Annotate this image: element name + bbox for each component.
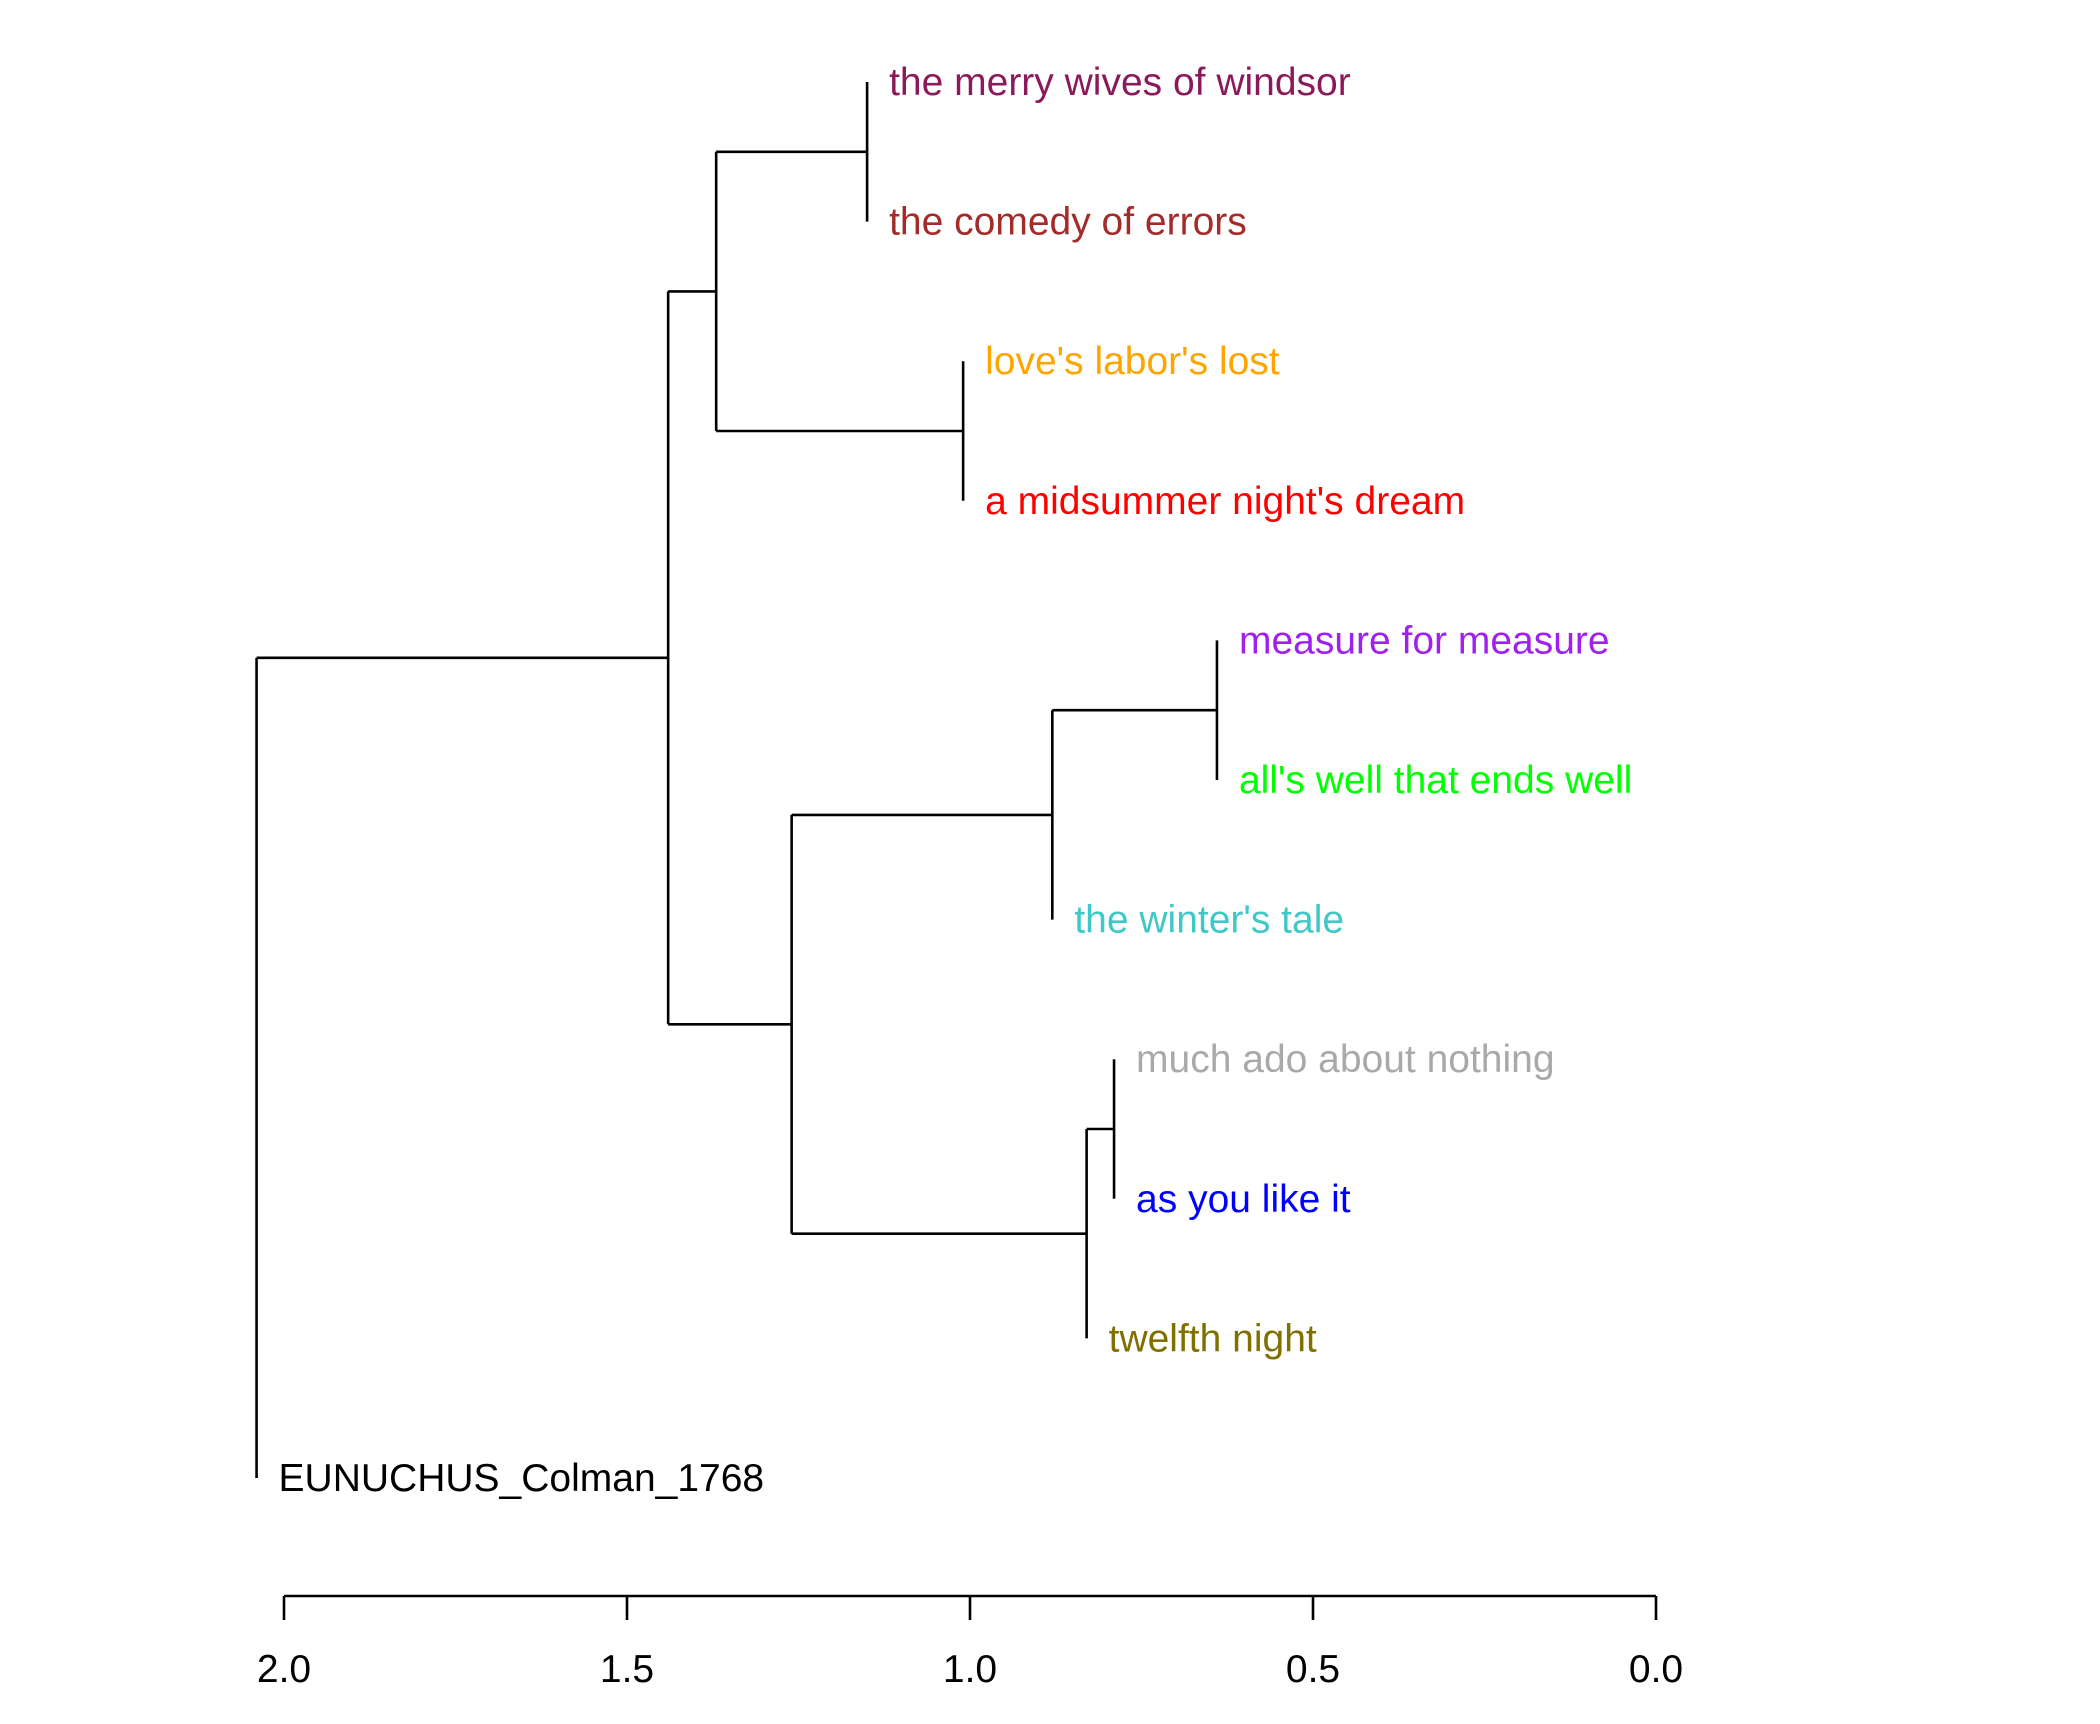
leaf-label-1: the comedy of errors: [889, 201, 1247, 244]
leaf-label-10: EUNUCHUS_Colman_1768: [279, 1457, 765, 1500]
dendrogram-branches: [255, 82, 1219, 1478]
distance-axis: 2.0 1.5 1.0 0.5 0.0: [257, 1594, 1683, 1691]
axis-tick-label-3: 0.5: [1286, 1648, 1340, 1691]
leaf-label-6: the winter's tale: [1074, 899, 1344, 942]
axis-tick-label-1: 1.5: [600, 1648, 654, 1691]
leaf-label-4: measure for measure: [1239, 619, 1610, 662]
leaf-label-0: the merry wives of windsor: [889, 61, 1351, 104]
axis-tick-label-4: 0.0: [1629, 1648, 1683, 1691]
axis-ticks: 2.0 1.5 1.0 0.5 0.0: [257, 1596, 1683, 1691]
leaf-label-3: a midsummer night's dream: [985, 480, 1465, 523]
leaf-label-5: all's well that ends well: [1239, 759, 1632, 802]
leaf-label-2: love's labor's lost: [985, 340, 1280, 383]
leaf-label-7: much ado about nothing: [1136, 1038, 1555, 1081]
leaf-label-9: twelfth night: [1109, 1317, 1317, 1360]
axis-tick-label-0: 2.0: [257, 1648, 311, 1691]
leaf-labels: the merry wives of windsor the comedy of …: [279, 61, 1633, 1500]
axis-tick-label-2: 1.0: [943, 1648, 997, 1691]
leaf-label-8: as you like it: [1136, 1178, 1351, 1221]
